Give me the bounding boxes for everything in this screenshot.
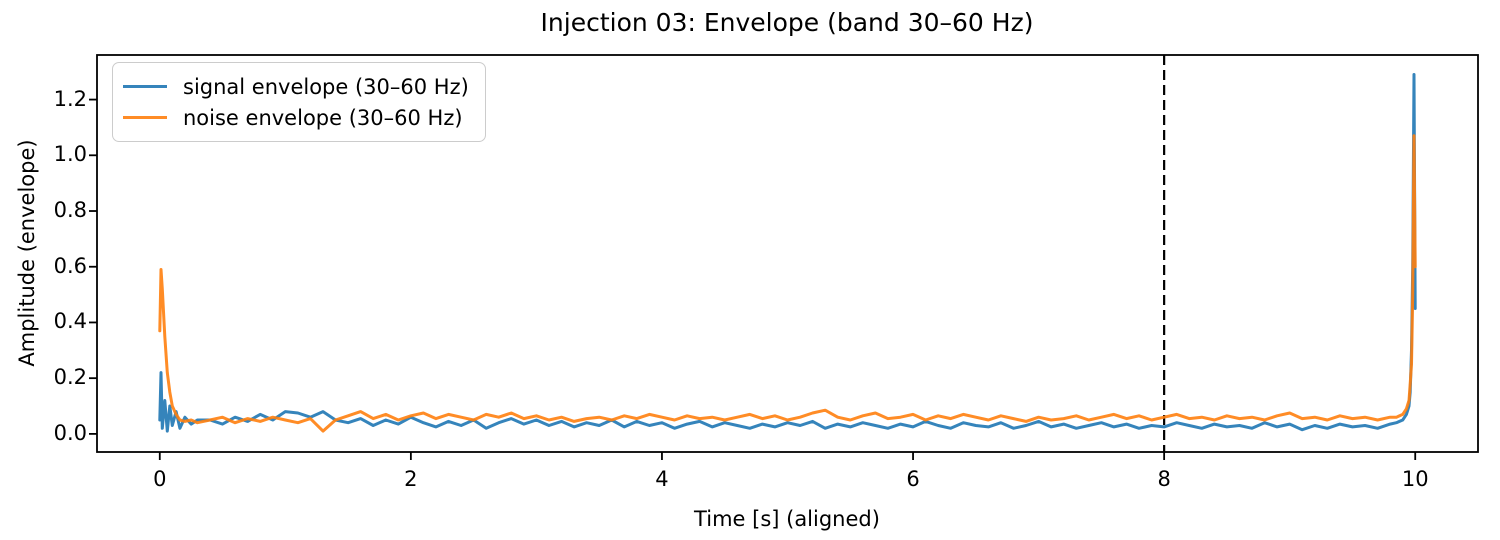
x-tick-label: 8 xyxy=(1157,467,1171,491)
x-axis-label: Time [s] (aligned) xyxy=(694,507,880,531)
axes-frame xyxy=(96,54,1479,453)
y-tick-label: 0.6 xyxy=(53,253,87,278)
y-tick-label: 0.0 xyxy=(53,420,87,445)
legend-label: noise envelope (30–60 Hz) xyxy=(183,105,463,130)
chart-title: Injection 03: Envelope (band 30–60 Hz) xyxy=(540,8,1034,37)
legend-swatch-signal xyxy=(123,85,167,88)
y-tick-label: 0.4 xyxy=(53,309,87,334)
legend-row: signal envelope (30–60 Hz) xyxy=(123,71,469,102)
x-tick-label: 6 xyxy=(906,467,920,491)
legend-row: noise envelope (30–60 Hz) xyxy=(123,102,469,133)
x-tick-label: 0 xyxy=(153,467,167,491)
legend-label: signal envelope (30–60 Hz) xyxy=(183,74,469,99)
x-tick-label: 2 xyxy=(404,467,418,491)
y-tick-label: 0.2 xyxy=(53,365,87,390)
y-tick-label: 1.2 xyxy=(53,86,87,111)
x-tick-label: 4 xyxy=(655,467,669,491)
legend-swatch-noise xyxy=(123,116,167,119)
y-tick-label: 1.0 xyxy=(53,142,87,167)
noise-envelope-line xyxy=(158,134,1417,433)
signal-envelope-line xyxy=(158,73,1417,433)
legend: signal envelope (30–60 Hz) noise envelope… xyxy=(112,62,486,142)
y-tick-label: 0.8 xyxy=(53,198,87,222)
x-tick-label: 10 xyxy=(1401,467,1429,491)
